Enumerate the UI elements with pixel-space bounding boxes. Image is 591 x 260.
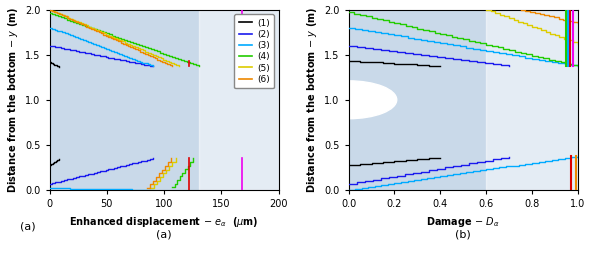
Y-axis label: Distance from the bottom $-$ $y$ (m): Distance from the bottom $-$ $y$ (m): [304, 6, 319, 193]
Text: (b): (b): [455, 230, 471, 240]
Bar: [199, 10, 279, 190]
Text: (a): (a): [156, 230, 172, 240]
X-axis label: Enhanced displacement $-$ $e_\alpha$  ($\mu$m): Enhanced displacement $-$ $e_\alpha$ ($\…: [69, 214, 259, 229]
Circle shape: [49, 62, 50, 138]
Y-axis label: Distance from the bottom $-$ $y$ (m): Distance from the bottom $-$ $y$ (m): [5, 6, 20, 193]
Circle shape: [300, 81, 397, 119]
Legend: (1), (2), (3), (4), (5), (6): (1), (2), (3), (4), (5), (6): [235, 14, 274, 88]
Bar: [486, 10, 578, 190]
Text: (a): (a): [20, 222, 35, 232]
X-axis label: Damage $-$ $D_\alpha$: Damage $-$ $D_\alpha$: [426, 214, 500, 229]
